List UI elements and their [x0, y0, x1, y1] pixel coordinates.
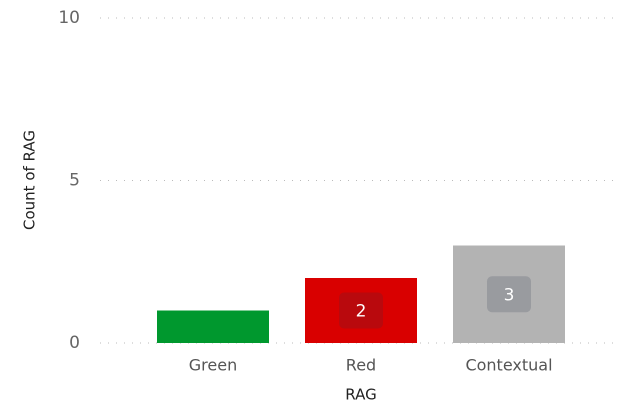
y-axis-title: Count of RAG — [21, 130, 39, 230]
data-label-box — [487, 276, 531, 313]
x-tick-label: Red — [346, 356, 376, 375]
data-label: 2 — [356, 302, 367, 322]
bar — [157, 310, 269, 343]
bar — [305, 278, 417, 343]
data-label: 3 — [504, 285, 515, 305]
data-label-box — [339, 292, 383, 329]
y-tick-label: 5 — [69, 171, 80, 191]
bar — [453, 245, 565, 343]
y-tick-label: 0 — [69, 333, 80, 353]
x-axis-title: RAG — [345, 386, 376, 404]
x-tick-label: Green — [189, 356, 237, 375]
y-tick-label: 10 — [58, 8, 80, 28]
x-tick-label: Contextual — [465, 356, 552, 375]
